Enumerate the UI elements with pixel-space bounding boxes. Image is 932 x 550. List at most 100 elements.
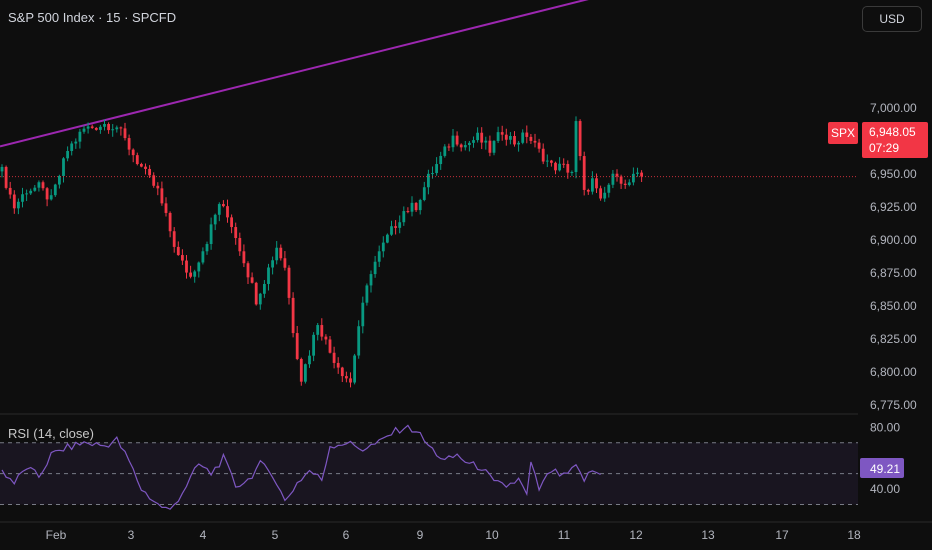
- candle-body: [324, 336, 328, 340]
- rsi-line: [1, 424, 601, 510]
- candle-body: [308, 355, 311, 365]
- price-tag: SPX 6,948.05 07:29: [828, 122, 928, 158]
- candle-body: [455, 135, 459, 145]
- time-tick-label: 5: [272, 528, 279, 542]
- candle-body: [402, 211, 406, 223]
- candle-body: [156, 185, 160, 189]
- candle-body: [213, 214, 217, 225]
- time-tick-label: 11: [558, 528, 571, 542]
- candle-body: [361, 302, 365, 327]
- candle-body: [168, 212, 172, 232]
- candle-body: [275, 247, 279, 261]
- rsi-axis[interactable]: 80.00 40.00: [870, 420, 900, 496]
- candles: [0, 116, 643, 388]
- time-tick-label: 13: [701, 528, 715, 542]
- candle-body: [115, 127, 119, 130]
- candle-body: [90, 126, 94, 128]
- candle-body: [49, 195, 53, 200]
- candle-body: [82, 128, 86, 132]
- candle-body: [25, 193, 28, 195]
- candle-body: [562, 163, 566, 165]
- rsi-value-bg: [860, 458, 904, 478]
- candle-body: [172, 231, 176, 247]
- candle-body: [390, 226, 393, 235]
- candle-body: [62, 158, 65, 176]
- currency-button[interactable]: USD: [862, 6, 922, 32]
- candle-body: [312, 334, 315, 356]
- candle-body: [603, 192, 607, 199]
- candle-body: [234, 227, 238, 239]
- candle-body: [131, 149, 135, 156]
- rsi-value-label: 49.21: [870, 462, 900, 476]
- candle-body: [33, 187, 37, 191]
- rsi-indicator-label[interactable]: RSI (14, close): [8, 426, 94, 441]
- candle-body: [58, 175, 61, 185]
- trendline[interactable]: [0, 0, 590, 148]
- price-tag-bg: [862, 122, 928, 158]
- candle-body: [422, 187, 426, 200]
- candle-body: [615, 173, 619, 177]
- symbol-tag-label: SPX: [831, 126, 855, 140]
- candle-body: [148, 168, 151, 176]
- candle-body: [521, 132, 525, 143]
- candle-body: [66, 150, 69, 159]
- candle-body: [29, 190, 33, 194]
- candle-body: [238, 238, 242, 252]
- candle-body: [263, 283, 266, 294]
- candle-body: [320, 325, 324, 337]
- candle-body: [427, 173, 430, 188]
- candle-body: [144, 166, 147, 169]
- candle-body: [386, 234, 389, 243]
- candle-body: [332, 352, 336, 363]
- candle-body: [271, 260, 274, 268]
- candle-body: [152, 175, 156, 186]
- rsi-tick-label: 80.00: [870, 420, 900, 434]
- candle-body: [636, 172, 639, 174]
- candle-body: [217, 204, 221, 215]
- time-tick-label: 12: [629, 528, 643, 542]
- candle-body: [439, 155, 443, 165]
- candle-body: [86, 126, 90, 129]
- candle-body: [99, 126, 102, 130]
- time-tick-label: Feb: [46, 528, 67, 542]
- candle-body: [328, 339, 332, 353]
- candle-body: [578, 121, 582, 157]
- candle-body: [533, 140, 537, 143]
- time-axis[interactable]: Feb 3 4 5 6 9 10 11 12 13 17 18: [0, 521, 932, 542]
- candle-body: [205, 244, 209, 252]
- time-tick-label: 6: [343, 528, 350, 542]
- candle-body: [619, 176, 623, 184]
- candle-body: [185, 260, 188, 273]
- candle-body: [119, 127, 123, 129]
- candle-body: [287, 267, 291, 298]
- candle-body: [349, 378, 352, 383]
- candle-body: [595, 178, 598, 189]
- rsi-value-tag: 49.21: [860, 458, 904, 478]
- candle-body: [176, 246, 180, 256]
- rsi-path: [1, 424, 601, 510]
- candle-body: [545, 160, 549, 162]
- candle-body: [107, 123, 110, 131]
- candle-body: [398, 222, 402, 228]
- candle-body: [431, 173, 434, 175]
- candle-body: [230, 217, 233, 228]
- candle-body: [304, 364, 307, 382]
- candle-body: [607, 184, 611, 193]
- candle-body: [45, 188, 49, 200]
- candle-body: [316, 325, 320, 335]
- candle-body: [599, 188, 602, 199]
- candle-body: [226, 206, 229, 218]
- candle-body: [566, 164, 570, 173]
- rsi-band: [0, 442, 858, 506]
- candle-body: [418, 199, 422, 211]
- candle-body: [242, 251, 246, 264]
- candle-body: [414, 202, 418, 211]
- candle-body: [254, 282, 258, 305]
- time-tick-label: 18: [847, 528, 861, 542]
- candle-body: [197, 262, 201, 272]
- candle-body: [496, 132, 500, 141]
- candle-body: [250, 277, 254, 283]
- chart-title: S&P 500 Index · 15 · SPCFD: [8, 10, 177, 25]
- candle-body: [468, 142, 471, 146]
